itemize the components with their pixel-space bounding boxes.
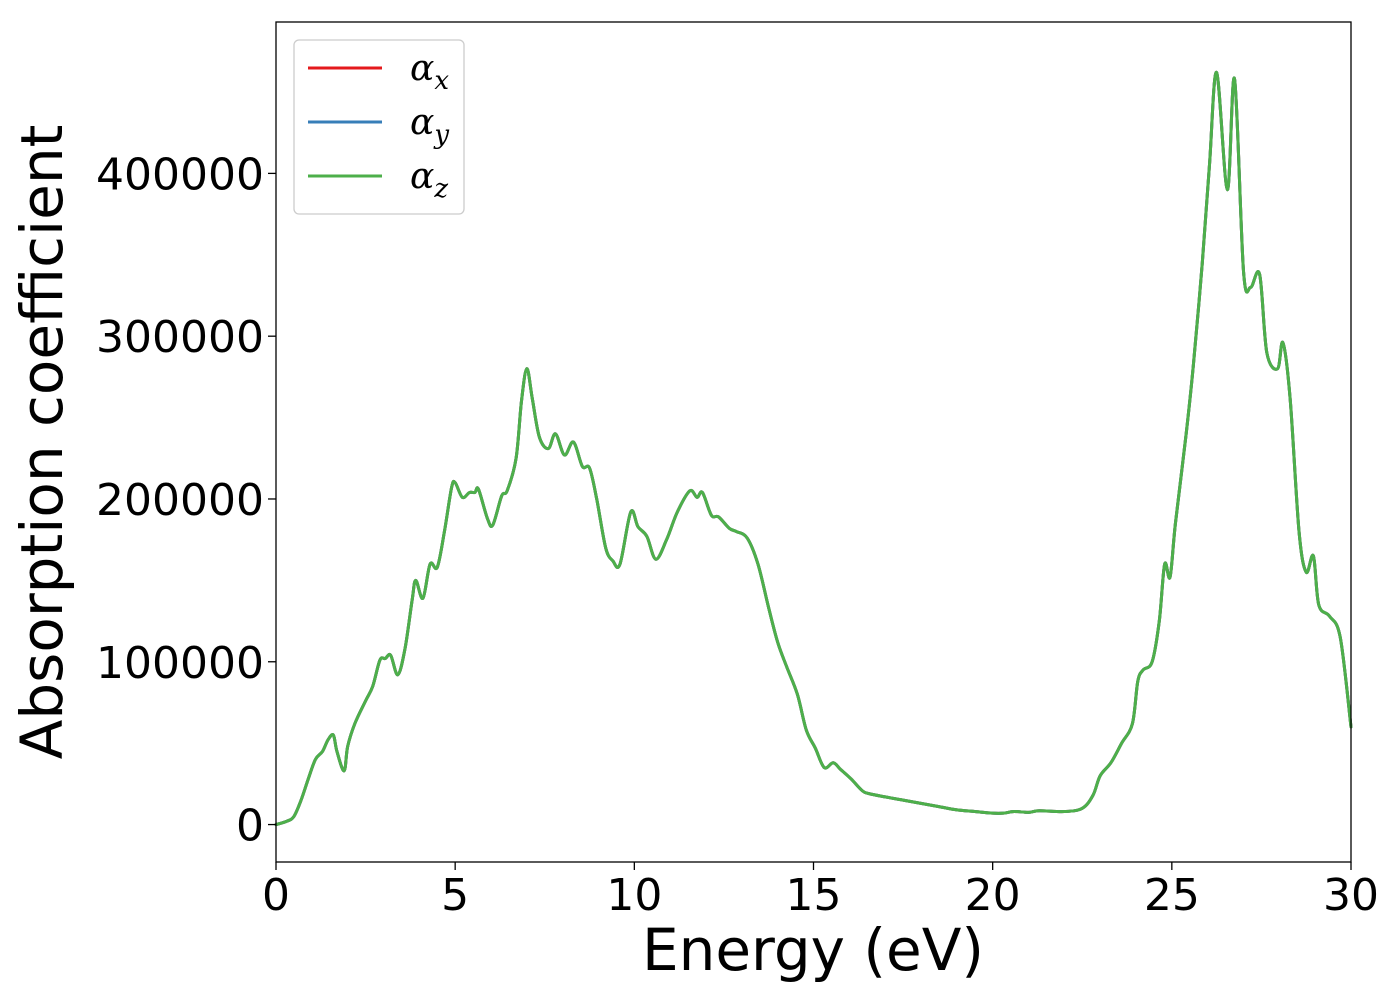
x-tick-label: 20: [965, 870, 1021, 921]
legend: αx αy αz: [293, 39, 465, 215]
series-layer: [274, 70, 1353, 827]
legend-label-x: αx: [410, 48, 449, 96]
x-tick-label: 25: [1144, 870, 1200, 921]
legend-box: [293, 39, 465, 215]
legend-label-z: αz: [410, 156, 448, 204]
y-tick-label: 200000: [96, 475, 264, 526]
x-tick-label: 0: [262, 870, 290, 921]
x-tick-label: 30: [1323, 870, 1379, 921]
y-axis: 0 100000 200000 300000 400000: [96, 149, 276, 852]
y-tick-label: 0: [236, 801, 264, 852]
y-tick-label: 400000: [96, 149, 264, 200]
x-tick-label: 10: [606, 870, 662, 921]
x-tick-label: 15: [786, 870, 842, 921]
legend-label-y: αy: [410, 102, 449, 150]
y-tick-label: 100000: [96, 638, 264, 689]
x-axis-title: Energy (eV): [642, 916, 984, 984]
y-tick-label: 300000: [96, 312, 264, 363]
x-tick-label: 5: [441, 870, 469, 921]
x-axis: 0 5 10 15 20 25 30: [262, 862, 1379, 921]
series-line-z: [274, 70, 1353, 827]
y-axis-title: Absorption coefficient: [8, 125, 76, 760]
